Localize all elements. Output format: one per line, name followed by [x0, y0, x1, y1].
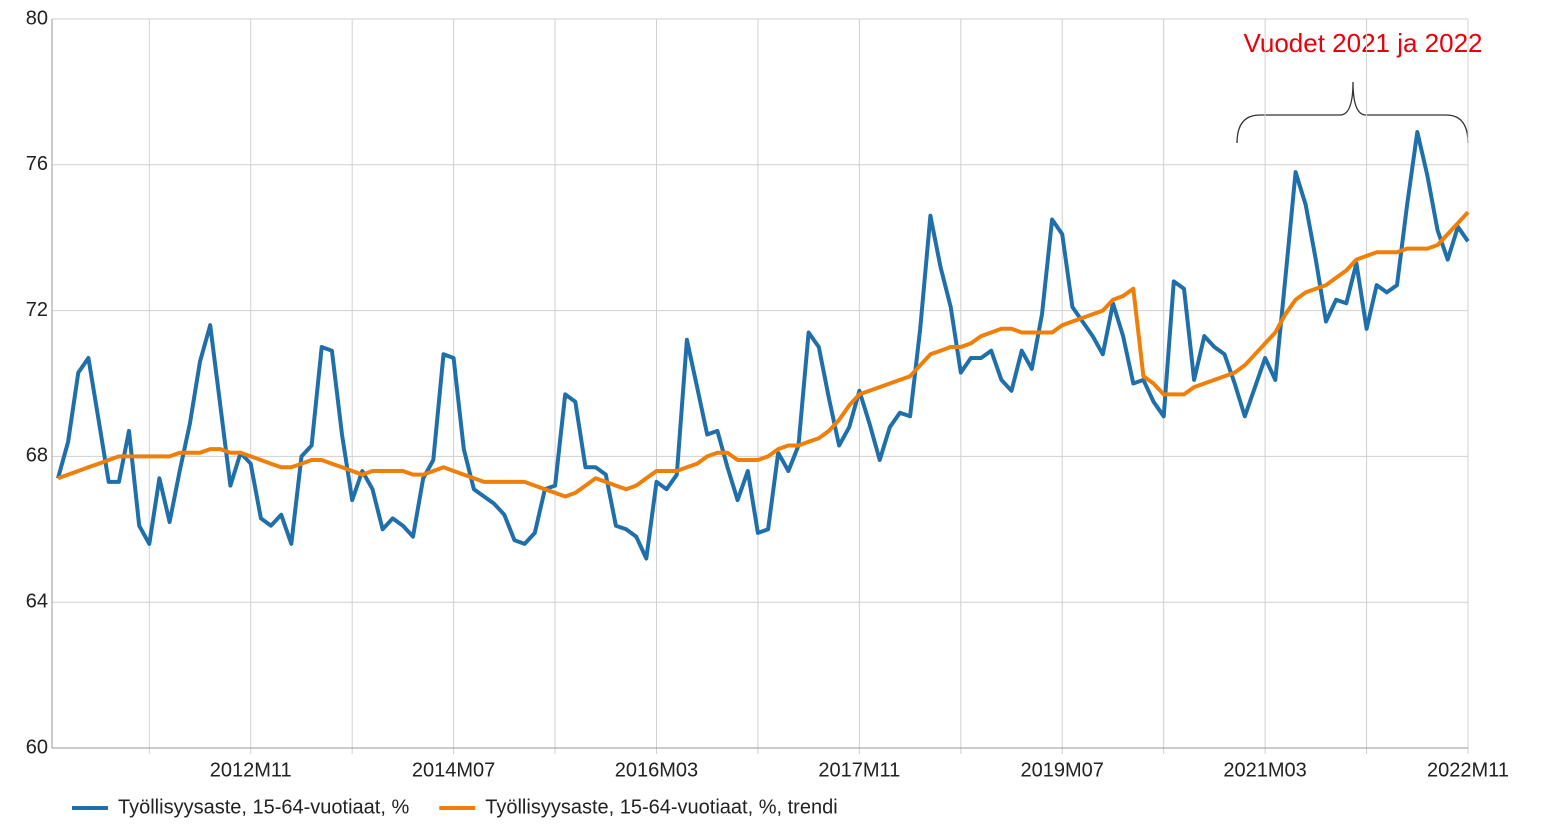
x-tick-label: 2021M03 [1223, 759, 1306, 781]
y-tick-label: 76 [26, 153, 48, 175]
y-tick-label: 60 [26, 736, 48, 758]
x-tick-label: 2022M11 [1427, 759, 1509, 781]
x-tick-label: 2012M11 [210, 759, 292, 781]
annotation: Vuodet 2021 ja 2022 [1243, 28, 1482, 58]
x-tick-label: 2017M11 [818, 759, 900, 781]
y-tick-label: 64 [26, 590, 48, 612]
brace [1236, 81, 1469, 144]
y-tick-label: 72 [26, 299, 48, 321]
y-tick-label: 68 [26, 445, 48, 467]
series-line [56, 130, 1470, 561]
legend-label: Työllisyysaste, 15-64-vuotiaat, %, trend… [485, 796, 837, 818]
series-line [57, 210, 1470, 499]
legend-label: Työllisyysaste, 15-64-vuotiaat, % [118, 796, 409, 818]
x-tick-label: 2019M07 [1021, 759, 1104, 781]
x-tick-label: 2014M07 [412, 759, 495, 781]
x-tick-label: 2016M03 [615, 759, 698, 781]
y-tick-label: 80 [26, 7, 48, 29]
